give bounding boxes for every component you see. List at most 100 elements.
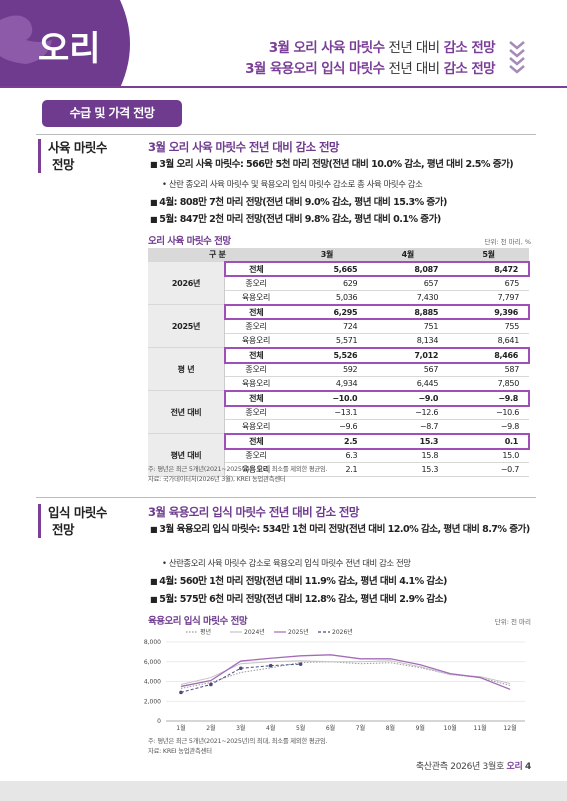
row-label: 종오리 bbox=[224, 405, 287, 421]
x-tick-label: 9월 bbox=[416, 724, 425, 732]
table-row: 전년 대비 전체 −10.0 −9.0 −9.8 bbox=[148, 389, 530, 435]
x-tick-label: 5월 bbox=[296, 724, 305, 732]
side-label-line: 사육 마릿수 bbox=[48, 140, 107, 155]
table-cell: 657 bbox=[367, 276, 449, 292]
x-tick-label: 7월 bbox=[356, 724, 365, 732]
headline-part: 3월 오리 사육 마릿수 bbox=[268, 40, 385, 56]
x-tick-label: 1월 bbox=[176, 724, 185, 732]
table-cell: 751 bbox=[367, 319, 449, 335]
headline-part: 감소 전망 bbox=[443, 61, 496, 77]
note-line: 주: 평년은 최근 5개년(2021~2025년)의 최대, 최소를 제외한 평… bbox=[148, 738, 328, 745]
table-cell: 7,430 bbox=[367, 290, 449, 306]
series-line bbox=[180, 663, 301, 693]
table-cell: 8,134 bbox=[367, 333, 449, 349]
publication: 축산관측 2026년 3월호 bbox=[415, 762, 504, 772]
side-label: 입식 마릿수 전망 bbox=[38, 504, 107, 538]
table-cell: 15.8 bbox=[367, 448, 449, 464]
x-tick-label: 2월 bbox=[206, 724, 215, 732]
row-label: 종오리 bbox=[224, 276, 287, 292]
table: 구 분 3월 4월 5월 2026년 전체 5,665 8,087 8,472 종오리 629 657… bbox=[148, 248, 530, 477]
table-title: 오리 사육 마릿수 전망 bbox=[148, 236, 231, 247]
table-row: 2026년 전체 5,665 8,087 8,472 bbox=[148, 260, 530, 306]
header-cell: 5월 bbox=[448, 248, 529, 263]
table-row: 종오리 592 567 587 bbox=[148, 362, 529, 378]
bullet: 4월: 808만 7천 마리 전망(전년 대비 9.0% 감소, 평년 대비 1… bbox=[150, 195, 535, 210]
group-cell: 평년 대비 bbox=[148, 433, 226, 477]
row-label: 종오리 bbox=[224, 319, 287, 335]
x-tick-label: 8월 bbox=[386, 724, 395, 732]
note-line: 주: 평년은 최근 5개년(2021~2025년)의 최대, 최소를 제외한 평… bbox=[148, 466, 328, 473]
table-cell: −8.7 bbox=[367, 419, 449, 435]
sub-bullet: 산란종오리 사육 마릿수 감소로 육용오리 입식 마릿수 전년 대비 감소 전망 bbox=[162, 557, 532, 569]
series-line bbox=[180, 660, 511, 685]
bullet: 5월: 847만 2천 마리 전망(전년 대비 9.8% 감소, 평년 대비 0… bbox=[150, 212, 535, 227]
table-cell: 5,526 bbox=[286, 346, 368, 364]
headline-part: 전년 대비 bbox=[388, 40, 441, 56]
series-marker bbox=[209, 682, 213, 687]
header-cell: 3월 bbox=[286, 248, 368, 263]
side-label-line: 전망 bbox=[52, 157, 75, 172]
table-cell: −9.8 bbox=[448, 389, 530, 407]
table-row: 평 년 전체 5,526 7,012 8,466 bbox=[148, 346, 530, 392]
note-line: 자료: 국가데이터처(2026년 3월), KREI 농업관측센터 bbox=[148, 476, 286, 483]
section-heading: 3월 오리 사육 마릿수 전년 대비 감소 전망 bbox=[148, 140, 340, 154]
x-tick-label: 11월 bbox=[474, 724, 487, 732]
note: 주: 평년은 최근 5개년(2021~2025년)의 최대, 최소를 제외한 평… bbox=[148, 737, 328, 757]
table-cell: 7,850 bbox=[448, 376, 529, 392]
table-row: 2025년 전체 6,295 8,885 9,396 bbox=[148, 303, 530, 349]
y-tick-label: 0 bbox=[157, 718, 161, 725]
note: 주: 평년은 최근 5개년(2021~2025년)의 최대, 최소를 제외한 평… bbox=[148, 465, 328, 485]
table-cell: 9,396 bbox=[448, 303, 530, 321]
table-cell: −9.0 bbox=[367, 389, 449, 407]
section-tab: 수급 및 가격 전망 bbox=[42, 100, 182, 127]
line-chart: 0 2,000 4,000 6,000 8,000 1월 2월 3월 4월 5월 6월 7월 8월 9월 1… bbox=[144, 628, 525, 732]
table-cell: 5,036 bbox=[286, 290, 368, 306]
side-label-line: 입식 마릿수 bbox=[48, 505, 107, 520]
table-row: 육용오리 2.1 15.3 −0.7 bbox=[148, 462, 529, 477]
group-cell: 2025년 bbox=[148, 304, 226, 349]
row-label: 육용오리 bbox=[224, 333, 287, 349]
table-cell: 5,571 bbox=[286, 333, 368, 349]
header-row: 구 분 3월 4월 5월 bbox=[148, 248, 529, 263]
table-cell: 4,934 bbox=[286, 376, 368, 392]
headline: 3월 육용오리 입식 마릿수 전년 대비 감소 전망 bbox=[245, 57, 495, 77]
bullet: 4월: 560만 1천 마리 전망(전년 대비 11.9% 감소, 평년 대비 … bbox=[150, 574, 535, 589]
table-row: 평년 대비 전체 2.5 15.3 0.1 bbox=[148, 432, 530, 477]
table-cell: 8,885 bbox=[367, 303, 449, 321]
table-row: 육용오리 5,036 7,430 7,797 bbox=[148, 290, 529, 306]
table-cell: 8,472 bbox=[448, 260, 530, 278]
table-unit: 단위: 천 마리, % bbox=[484, 238, 531, 246]
table-cell: 629 bbox=[286, 276, 368, 292]
table-row: 육용오리 4,934 6,445 7,850 bbox=[148, 376, 529, 392]
table-cell: −10.0 bbox=[286, 389, 368, 407]
row-label: 육용오리 bbox=[224, 419, 287, 435]
table-cell: −9.8 bbox=[448, 419, 529, 435]
headline-part: 전년 대비 bbox=[388, 61, 441, 77]
table-cell: 6.3 bbox=[286, 448, 368, 464]
group-cell: 2026년 bbox=[148, 261, 226, 306]
headline-part: 3월 육용오리 입식 마릿수 bbox=[245, 61, 385, 77]
footer-category: 오리 bbox=[506, 762, 523, 772]
table-cell: 7,797 bbox=[448, 290, 529, 306]
table-cell: 15.3 bbox=[367, 462, 449, 477]
table-cell: 587 bbox=[448, 362, 529, 378]
note-line: 자료: KREI 농업관측센터 bbox=[148, 748, 212, 755]
bullet: 5월: 575만 6천 마리 전망(전년 대비 12.8% 감소, 평년 대비 … bbox=[150, 592, 535, 607]
row-label: 전체 bbox=[223, 260, 287, 278]
chart-title: 육용오리 입식 마릿수 전망 bbox=[148, 616, 248, 627]
bullet: 3월 오리 사육 마릿수: 566만 5천 마리 전망(전년 대비 10.0% … bbox=[150, 157, 535, 172]
divider bbox=[36, 497, 536, 498]
table-cell: 567 bbox=[367, 362, 449, 378]
row-label: 전체 bbox=[223, 303, 287, 321]
table-cell: 7,012 bbox=[367, 346, 449, 364]
table-cell: 675 bbox=[448, 276, 529, 292]
legend-label: 2024년 bbox=[244, 628, 265, 636]
table-cell: 15.0 bbox=[448, 448, 529, 464]
table-cell: 6,295 bbox=[286, 303, 368, 321]
group-cell: 평 년 bbox=[148, 347, 226, 392]
row-label: 육용오리 bbox=[224, 376, 287, 392]
bottom-band bbox=[0, 781, 567, 801]
series-marker bbox=[298, 662, 303, 666]
series-marker bbox=[179, 690, 183, 695]
